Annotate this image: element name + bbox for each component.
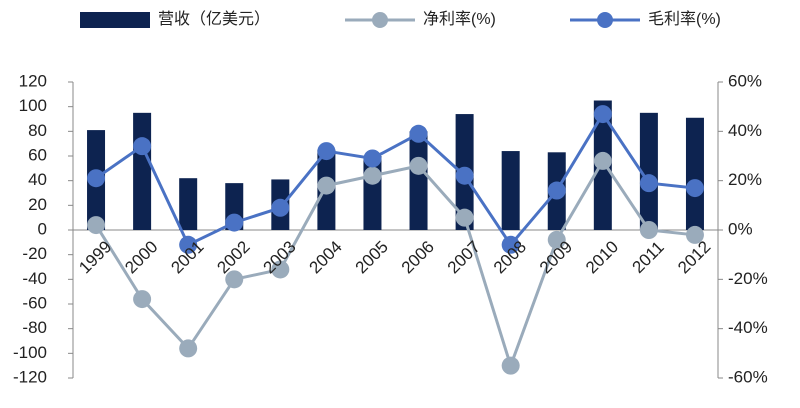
y-tick-label: 60 — [28, 145, 47, 164]
legend-label: 营收（亿美元） — [158, 10, 270, 28]
y-tick-label: 20 — [28, 195, 47, 214]
point — [87, 169, 106, 188]
point — [363, 149, 382, 168]
line — [94, 158, 696, 371]
x-tick-label: 2010 — [582, 237, 622, 277]
x-tick-label: 2009 — [536, 237, 576, 277]
x-tick-label: 2004 — [306, 237, 346, 277]
y-tick-label: -20 — [22, 244, 47, 263]
y2-tick-label: 40% — [728, 121, 762, 140]
point — [271, 260, 290, 279]
bar — [685, 117, 704, 230]
y2-tick-label: 0% — [728, 219, 753, 238]
legend-swatch — [80, 12, 150, 28]
point — [547, 230, 566, 249]
point — [501, 235, 520, 254]
point — [593, 105, 612, 124]
y-tick-label: 40 — [28, 170, 47, 189]
y2-tick-label: -40% — [728, 318, 768, 337]
x-tick-label: 2011 — [629, 238, 668, 277]
point — [363, 166, 382, 185]
point — [639, 174, 658, 193]
bar — [409, 131, 428, 230]
bar — [639, 112, 658, 230]
y-tick-label: -40 — [22, 269, 47, 288]
y-tick-label: 0 — [38, 219, 47, 238]
legend: 营收（亿美元） 净利率(%) 毛利率(%) — [80, 10, 721, 28]
point — [685, 179, 704, 198]
y2-tick-label: -60% — [728, 367, 768, 386]
point — [179, 235, 198, 254]
point — [133, 137, 152, 156]
point — [225, 213, 244, 232]
legend-label: 毛利率(%) — [648, 10, 721, 28]
bar — [501, 151, 520, 230]
y2-tick-label: -20% — [728, 269, 768, 288]
point — [271, 198, 290, 217]
legend-label: 净利率(%) — [423, 10, 496, 28]
bar — [179, 178, 198, 230]
legend-marker — [372, 12, 388, 28]
point — [455, 166, 474, 185]
point — [133, 290, 152, 309]
y-tick-label: 80 — [28, 121, 47, 140]
y2-tick-label: 20% — [728, 170, 762, 189]
x-tick-label: 2005 — [352, 237, 392, 277]
point — [179, 339, 198, 358]
y-tick-label: -120 — [13, 367, 47, 386]
y2-tick-label: 60% — [728, 71, 762, 90]
x-tick-label: 2001 — [167, 237, 207, 277]
legend-marker — [597, 12, 613, 28]
x-tick-label: 1999 — [75, 237, 115, 277]
bar — [133, 112, 152, 230]
x-tick-label: 2006 — [398, 237, 438, 277]
point — [455, 208, 474, 227]
y-tick-label: 100 — [19, 96, 47, 115]
point — [317, 142, 336, 161]
point — [317, 176, 336, 195]
point — [547, 181, 566, 200]
point — [593, 151, 612, 170]
point — [639, 221, 658, 239]
point — [409, 156, 428, 175]
y-tick-label: -80 — [22, 318, 47, 337]
point — [87, 216, 106, 235]
y-tick-label: -100 — [13, 343, 47, 362]
x-tick-label: 2000 — [121, 237, 161, 277]
x-tick-label: 2008 — [490, 237, 530, 277]
point — [225, 270, 244, 289]
x-tick-label: 2012 — [674, 237, 714, 277]
point — [685, 225, 704, 244]
point — [501, 356, 520, 375]
point — [409, 124, 428, 143]
y-tick-label: 120 — [19, 71, 47, 90]
y-tick-label: -60 — [22, 293, 47, 312]
